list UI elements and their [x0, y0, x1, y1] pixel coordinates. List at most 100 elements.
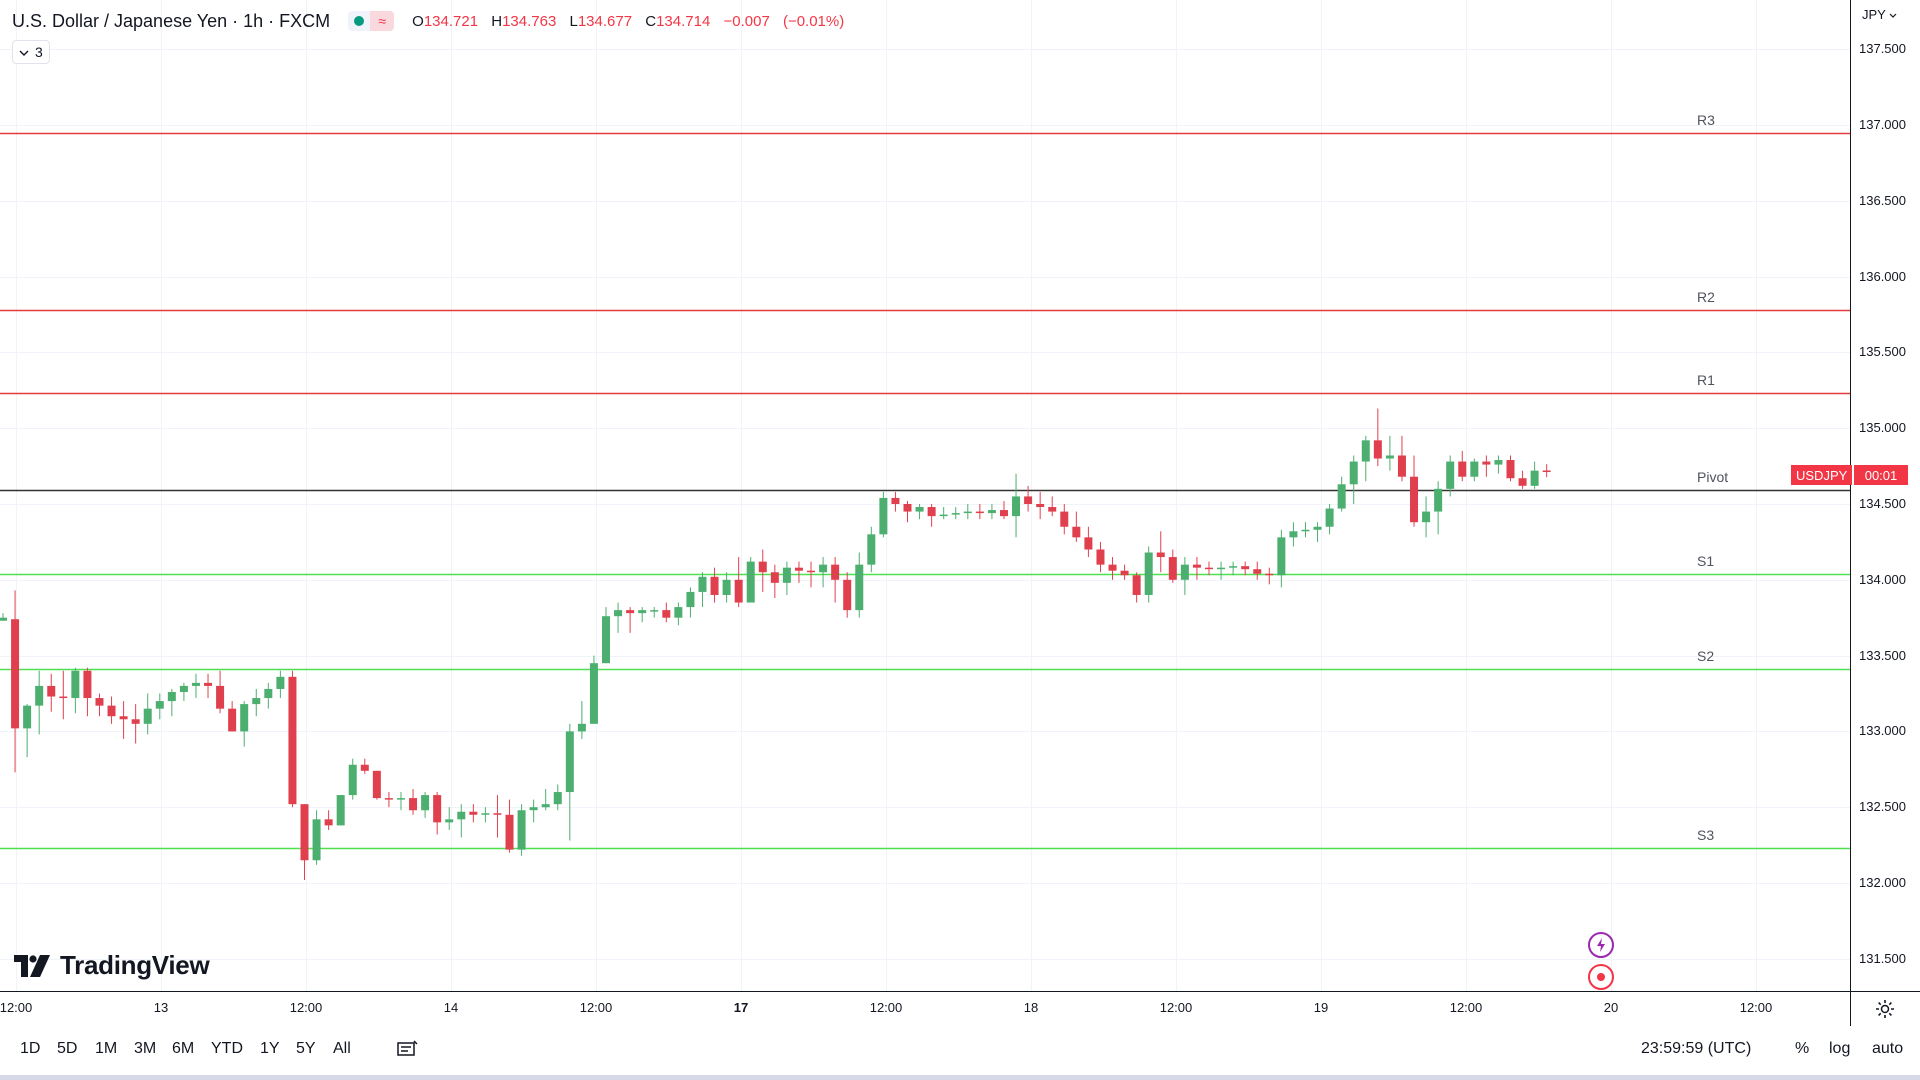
candle [409, 789, 418, 815]
candle [999, 500, 1008, 520]
candle [240, 701, 249, 747]
candle-body [348, 764, 357, 796]
candle-body [891, 497, 900, 504]
level-label-pivot: Pivot [1697, 468, 1729, 485]
status-badges[interactable]: ≈ [348, 11, 395, 31]
log-toggle[interactable]: log [1829, 1040, 1851, 1057]
candle-body [1205, 567, 1213, 570]
candle [891, 491, 900, 512]
candle-body [1337, 484, 1346, 509]
candle [1253, 561, 1262, 580]
candle-body [11, 619, 20, 729]
candle-body [1301, 529, 1310, 532]
auto-toggle[interactable]: auto [1872, 1040, 1904, 1057]
candle-body [1229, 566, 1238, 568]
candle-body [1108, 564, 1117, 571]
level-label-r1: R1 [1697, 371, 1715, 388]
range-button[interactable]: 6M [172, 1040, 195, 1057]
price-tick-label: 133.000 [1859, 723, 1906, 739]
market-open-icon [354, 16, 365, 26]
candle-body [1410, 476, 1419, 523]
candle [674, 602, 683, 626]
close-value: 134.714 [656, 12, 711, 30]
candle-body [1361, 440, 1370, 462]
candle [867, 526, 876, 573]
time-tick-label: 14 [443, 1000, 459, 1015]
candle-body [240, 704, 249, 732]
candle [505, 799, 514, 853]
candle [119, 701, 128, 739]
candle [481, 807, 490, 823]
candle-body [650, 610, 659, 612]
candle-body [710, 576, 719, 595]
range-button[interactable]: 1M [95, 1040, 118, 1057]
price-tick-label: 135.000 [1859, 420, 1906, 436]
candle-body [1446, 461, 1455, 489]
candle [638, 607, 647, 623]
range-button[interactable]: 5Y [296, 1040, 316, 1057]
candle [1205, 561, 1213, 576]
bottom-strip [0, 1075, 1920, 1080]
range-button[interactable]: 1D [20, 1040, 41, 1057]
compare-icon[interactable] [396, 1040, 418, 1063]
price-tick-label: 134.500 [1859, 496, 1906, 511]
symbol-title[interactable]: U.S. Dollar / Japanese Yen · 1h · FXCM [12, 10, 331, 31]
candle [348, 758, 357, 800]
candle-body [1192, 564, 1201, 568]
candle [1277, 529, 1286, 588]
candle [384, 792, 393, 808]
tradingview-logo[interactable]: TradingView [14, 950, 210, 981]
level-label-r2: R2 [1697, 288, 1715, 305]
currency-selector[interactable]: JPY [1862, 7, 1897, 22]
price-tick-label: 137.000 [1859, 117, 1906, 132]
candle-body [1494, 460, 1503, 465]
time-tick-label: 12:00 [1449, 1000, 1483, 1015]
candle-body [577, 723, 586, 732]
candle-body [662, 610, 671, 618]
range-button[interactable]: YTD [211, 1040, 243, 1057]
candle-body [951, 513, 960, 515]
time-tick-label: 12:00 [1159, 1000, 1193, 1015]
candle-body [963, 511, 972, 514]
candle-body [155, 701, 164, 709]
flash-icon[interactable] [1588, 932, 1614, 958]
candle [396, 792, 405, 811]
utc-clock[interactable]: 23:59:59 (UTC) [1641, 1040, 1752, 1057]
price-tick-label: 131.500 [1859, 950, 1906, 966]
candle-body [734, 579, 743, 603]
candle [1313, 522, 1322, 542]
candle [143, 693, 152, 735]
candle [951, 507, 960, 520]
level-label-s1: S1 [1697, 552, 1715, 569]
candle [216, 670, 225, 714]
percent-toggle[interactable]: % [1795, 1040, 1810, 1057]
candle-body [252, 698, 261, 705]
range-button[interactable]: 5D [57, 1040, 78, 1057]
candle-body [264, 688, 273, 699]
time-tick-label: 12:00 [869, 1000, 903, 1015]
candle [107, 696, 116, 724]
candle-body [1506, 460, 1515, 479]
candle [987, 504, 996, 520]
candle [360, 758, 369, 774]
target-icon[interactable] [1588, 964, 1614, 990]
candle-body [1048, 507, 1057, 512]
candle-body [553, 792, 562, 805]
candle [915, 504, 924, 520]
candle-body [216, 685, 225, 709]
candle-body [336, 795, 345, 826]
candle-body [143, 708, 152, 724]
range-button[interactable]: 1Y [260, 1040, 280, 1057]
candle [1144, 546, 1153, 603]
candle [1084, 526, 1093, 558]
candle-body [83, 670, 92, 699]
candle [1229, 561, 1238, 576]
settings-gear-icon[interactable] [1875, 999, 1895, 1024]
candle-body [409, 798, 418, 811]
range-button[interactable]: All [333, 1040, 351, 1057]
candle [686, 587, 695, 618]
range-button[interactable]: 3M [134, 1040, 157, 1057]
indicators-toggle[interactable]: 3 [12, 40, 50, 64]
candle [47, 673, 56, 712]
